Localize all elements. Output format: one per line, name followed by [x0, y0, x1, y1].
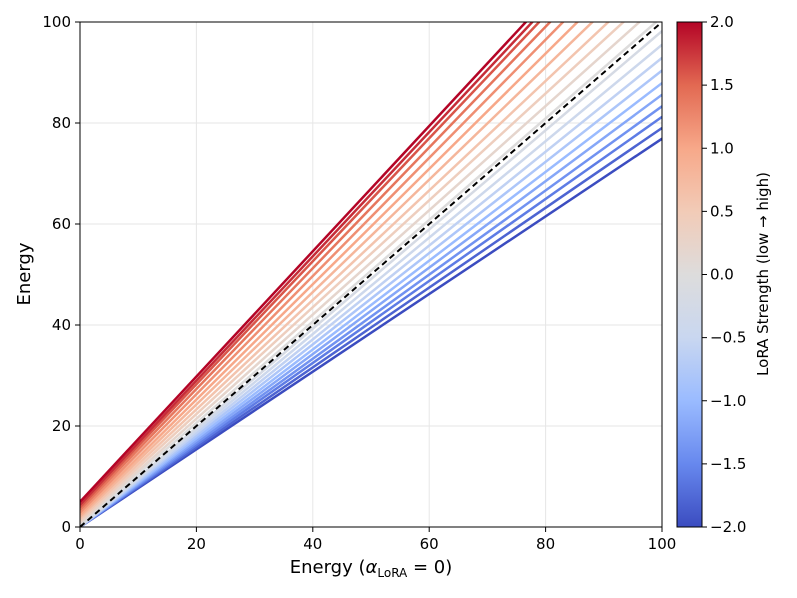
colorbar-tick-label: −0.5 — [710, 329, 746, 347]
colorbar-tick-label: −2.0 — [710, 518, 746, 536]
series-line — [80, 22, 611, 520]
x-tick-label: 0 — [75, 535, 85, 553]
colorbar-title: LoRA Strength (low → high) — [754, 172, 772, 376]
series-line — [80, 69, 662, 527]
series-line — [80, 22, 626, 522]
y-tick-label: 80 — [52, 114, 71, 132]
y-tick-label: 0 — [61, 518, 71, 536]
series-line — [80, 30, 662, 527]
y-axis-title: Energy — [14, 242, 35, 305]
plot-frame — [79, 21, 663, 528]
series-line — [80, 22, 552, 511]
y-tick-label: 40 — [52, 316, 71, 334]
x-tick-label: 20 — [187, 535, 206, 553]
y-tick-label: 60 — [52, 215, 71, 233]
series-line — [80, 93, 662, 527]
series-line — [80, 22, 535, 506]
x-tick-label: 40 — [303, 535, 322, 553]
colorbar-tick-label: 0.0 — [710, 266, 734, 284]
colorbar — [676, 21, 703, 528]
series-line — [80, 22, 595, 518]
x-tick-label: 100 — [648, 535, 677, 553]
series-line — [80, 115, 662, 527]
series-line — [80, 56, 662, 527]
y-tick-label: 20 — [52, 417, 71, 435]
colorbar-tick-label: 0.5 — [710, 202, 734, 220]
colorbar-tick-label: 2.0 — [710, 13, 734, 31]
x-axis: 0 20 40 60 80 100 — [75, 527, 676, 553]
series-line — [80, 137, 662, 527]
series-line — [80, 22, 642, 524]
series-line — [80, 22, 580, 516]
series-line — [80, 22, 541, 509]
y-tick-label: 100 — [42, 13, 71, 31]
x-tick-label: 60 — [420, 535, 439, 553]
series-line — [80, 22, 528, 503]
series-line — [80, 43, 662, 527]
series-layer — [80, 22, 662, 527]
identity-reference-line — [80, 22, 662, 527]
colorbar-axis: −2.0 −1.5 −1.0 −0.5 0.0 0.5 1.0 1.5 2.0 — [702, 13, 746, 536]
colorbar-tick-label: 1.5 — [710, 76, 734, 94]
series-line — [80, 82, 662, 527]
colorbar-tick-label: −1.0 — [710, 392, 746, 410]
y-axis: 0 20 40 60 80 100 — [42, 13, 80, 536]
series-line — [80, 126, 662, 527]
series-line — [80, 22, 565, 514]
series-line — [80, 22, 659, 526]
series-line — [80, 105, 662, 527]
x-tick-label: 80 — [536, 535, 555, 553]
colorbar-tick-label: −1.5 — [710, 455, 746, 473]
colorbar-tick-label: 1.0 — [710, 139, 734, 157]
x-axis-title: Energy (αLoRA = 0) — [290, 557, 453, 580]
